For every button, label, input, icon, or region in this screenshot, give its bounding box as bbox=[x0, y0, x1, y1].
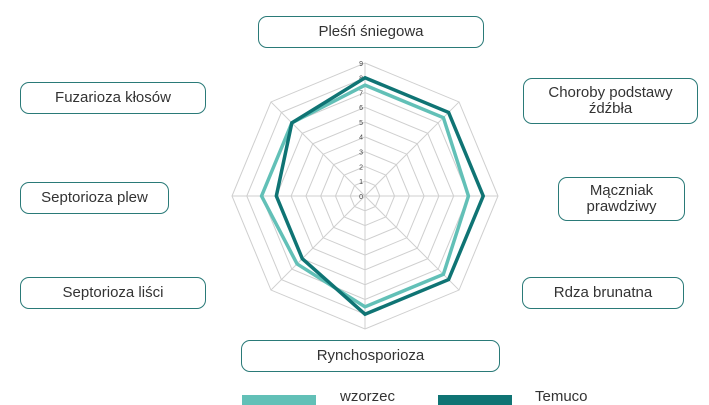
category-label: Fuzarioza kłosów bbox=[20, 82, 206, 114]
category-label: Choroby podstawy źdźbła bbox=[523, 78, 698, 124]
legend-swatch bbox=[438, 395, 512, 405]
category-label: Pleśń śniegowa bbox=[258, 16, 484, 48]
r-tick-label: 5 bbox=[359, 120, 363, 127]
spoke bbox=[270, 195, 366, 291]
category-label: Mączniak prawdziwy bbox=[558, 177, 685, 221]
legend-label: Temuco bbox=[535, 388, 588, 405]
category-label: Rdza brunatna bbox=[522, 277, 684, 309]
legend-swatch bbox=[242, 395, 316, 405]
r-tick-label: 2 bbox=[359, 164, 363, 171]
r-tick-label: 3 bbox=[359, 150, 363, 157]
r-tick-label: 9 bbox=[359, 61, 363, 68]
category-label: Septorioza plew bbox=[20, 182, 169, 214]
spoke bbox=[270, 101, 366, 197]
spoke bbox=[364, 195, 460, 291]
series-line bbox=[274, 75, 486, 317]
legend-label: wzorzec bbox=[340, 388, 396, 405]
category-label: Rynchosporioza bbox=[241, 340, 500, 372]
r-tick-label: 0 bbox=[359, 194, 363, 201]
category-label: Septorioza liści bbox=[20, 277, 206, 309]
r-tick-label: 7 bbox=[359, 90, 363, 97]
r-tick-label: 4 bbox=[359, 135, 363, 142]
r-tick-label: 6 bbox=[359, 105, 363, 112]
spoke bbox=[364, 101, 460, 197]
series-line bbox=[259, 83, 471, 309]
r-tick-label: 1 bbox=[359, 179, 363, 186]
